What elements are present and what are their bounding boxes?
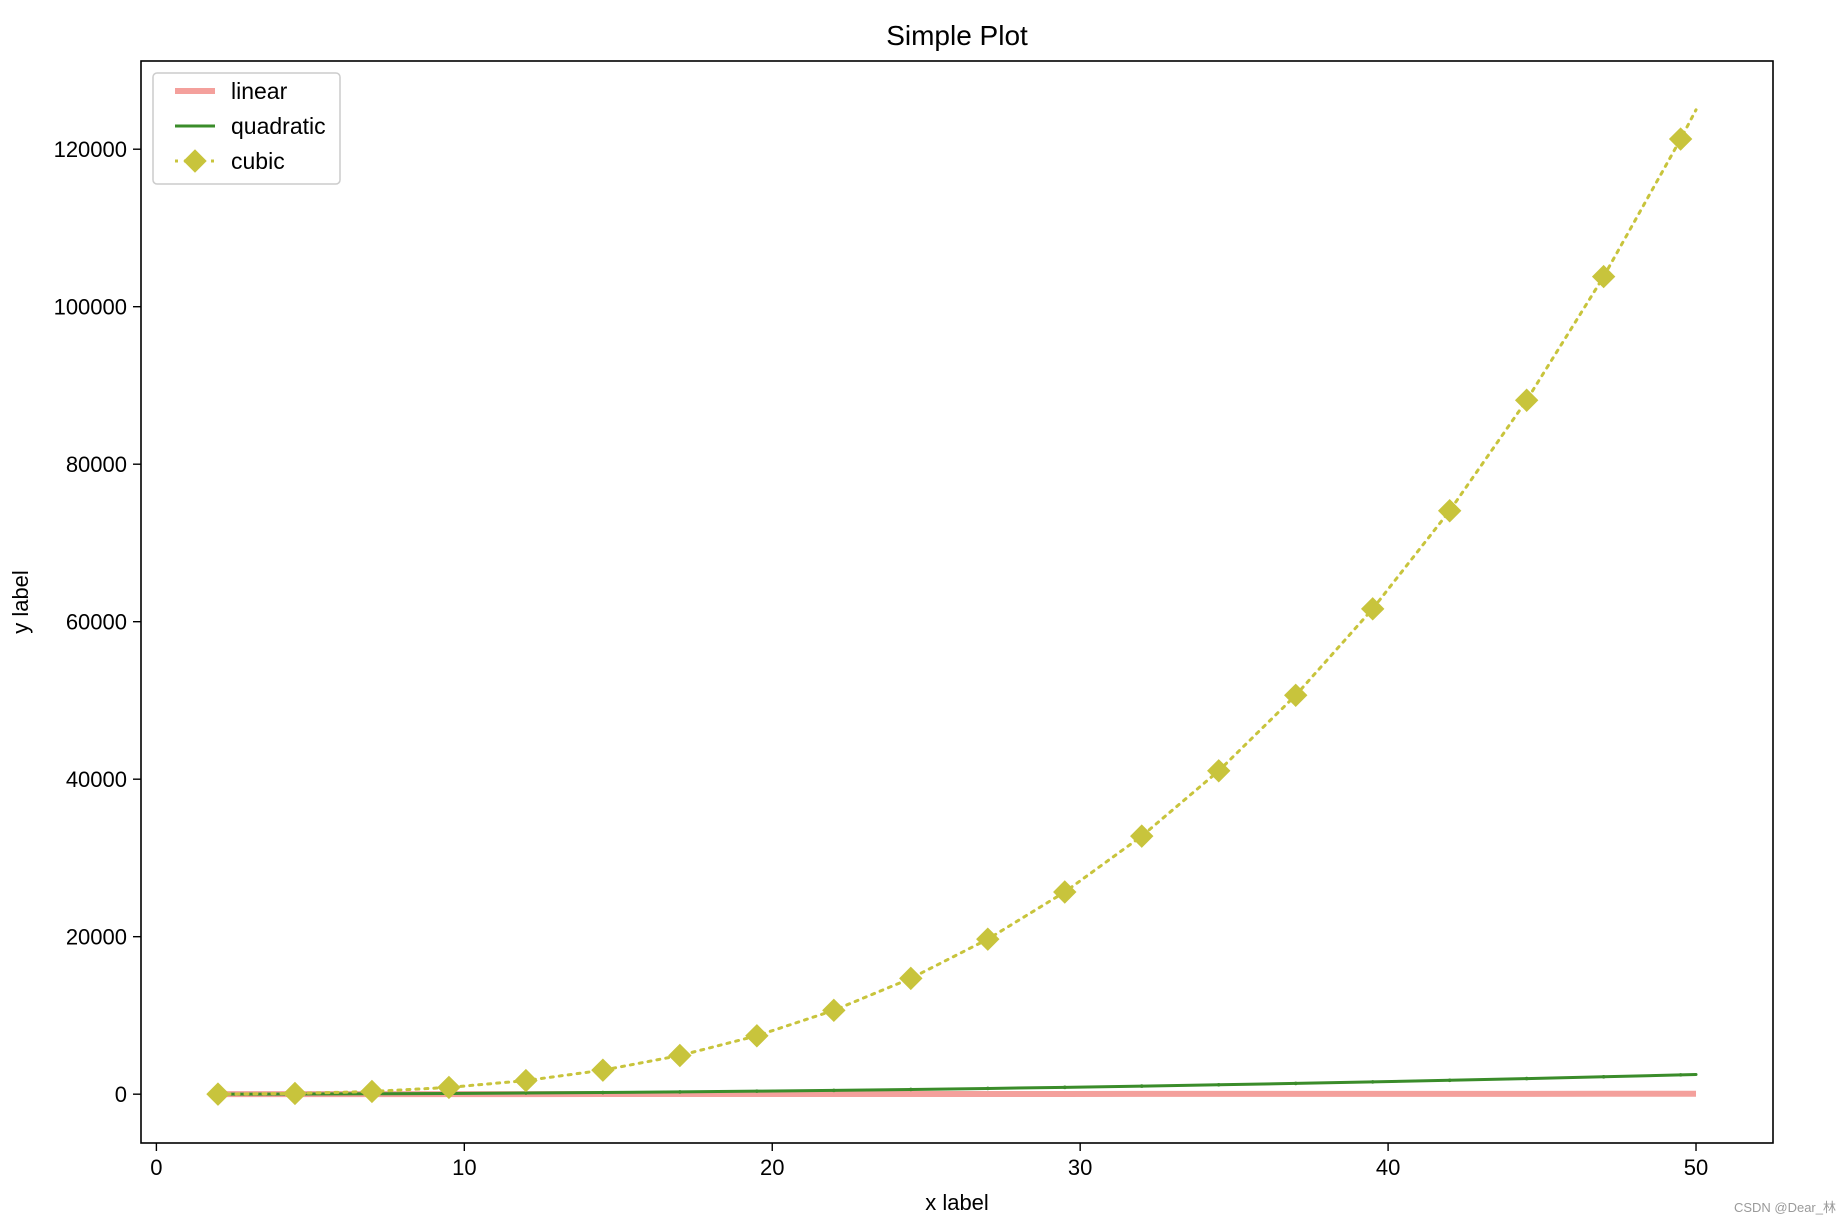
quadratic-data-point [755,1089,759,1093]
quadratic-data-point [601,1090,605,1095]
y-tick-label: 80000 [66,452,127,477]
x-tick-label: 30 [1068,1155,1092,1180]
quadratic-data-point [1062,1085,1067,1090]
x-tick-label: 0 [150,1155,162,1180]
x-tick-label: 10 [452,1155,476,1180]
legend-items: linear quadratic cubic [175,78,326,174]
quadratic-data-point [524,1091,528,1095]
y-tick-label: 120000 [54,137,127,162]
cubic-series-line [216,108,1698,1096]
cubic-data-point [1284,683,1308,708]
quadratic-data-point [1370,1080,1375,1084]
quadratic-data-point [909,1087,913,1092]
legend-label-quadratic: quadratic [231,113,326,139]
cubic-data-point [206,1082,230,1106]
y-axis-title: y label [8,570,33,634]
quadratic-data-point [1524,1076,1529,1081]
cubic-data-point [668,1043,692,1068]
cubic-data-point [1360,597,1385,621]
y-axis-ticks: 0 20000 40000 60000 80000 100000 120000 [54,137,141,1107]
plot-frame [140,60,1774,1144]
cubic-data-point [1514,388,1539,412]
x-axis-ticks: 0 10 20 30 40 50 [150,1143,1708,1180]
quadratic-data-point [678,1090,682,1094]
x-tick-label: 20 [760,1155,784,1180]
quadratic-data-point [1293,1081,1298,1086]
cubic-data-point [1437,499,1462,523]
legend-marker-cubic [183,149,207,173]
y-tick-label: 20000 [66,925,127,950]
quadratic-data-point [1447,1078,1452,1083]
quadratic-data-point [1216,1083,1221,1087]
x-axis-title: x label [925,1190,989,1215]
cubic-data-point [1053,880,1077,904]
quadratic-data-point [832,1088,836,1093]
quadratic-data-point [1139,1084,1144,1088]
x-tick-label: 40 [1376,1155,1400,1180]
quadratic-data-point [985,1086,990,1091]
cubic-data-point [1591,264,1616,289]
cubic-data-point [1130,824,1154,848]
y-tick-label: 0 [115,1082,127,1107]
cubic-data-point [822,998,846,1023]
y-tick-label: 40000 [66,767,127,792]
quadratic-data-point [1601,1074,1606,1079]
legend-label-cubic: cubic [231,148,285,174]
legend-label-linear: linear [231,78,288,104]
cubic-data-point [745,1024,769,1048]
watermark: CSDN @Dear_林 [1734,1200,1836,1215]
cubic-data-point [1207,759,1231,783]
x-tick-label: 50 [1684,1155,1708,1180]
quadratic-data-point [1678,1073,1683,1077]
chart-title: Simple Plot [886,20,1028,51]
plot-layer [206,108,1698,1106]
cubic-data-point [899,966,923,991]
cubic-data-point [976,927,1000,951]
cubic-data-point [437,1075,461,1100]
cubic-data-point [591,1058,615,1082]
cubic-data-point [283,1081,307,1106]
cubic-data-point [360,1079,384,1104]
cubic-data-point [514,1068,538,1093]
y-tick-label: 100000 [54,295,127,320]
legend: linear quadratic cubic [152,72,341,185]
cubic-data-point [1668,127,1693,151]
y-tick-label: 60000 [66,610,127,635]
